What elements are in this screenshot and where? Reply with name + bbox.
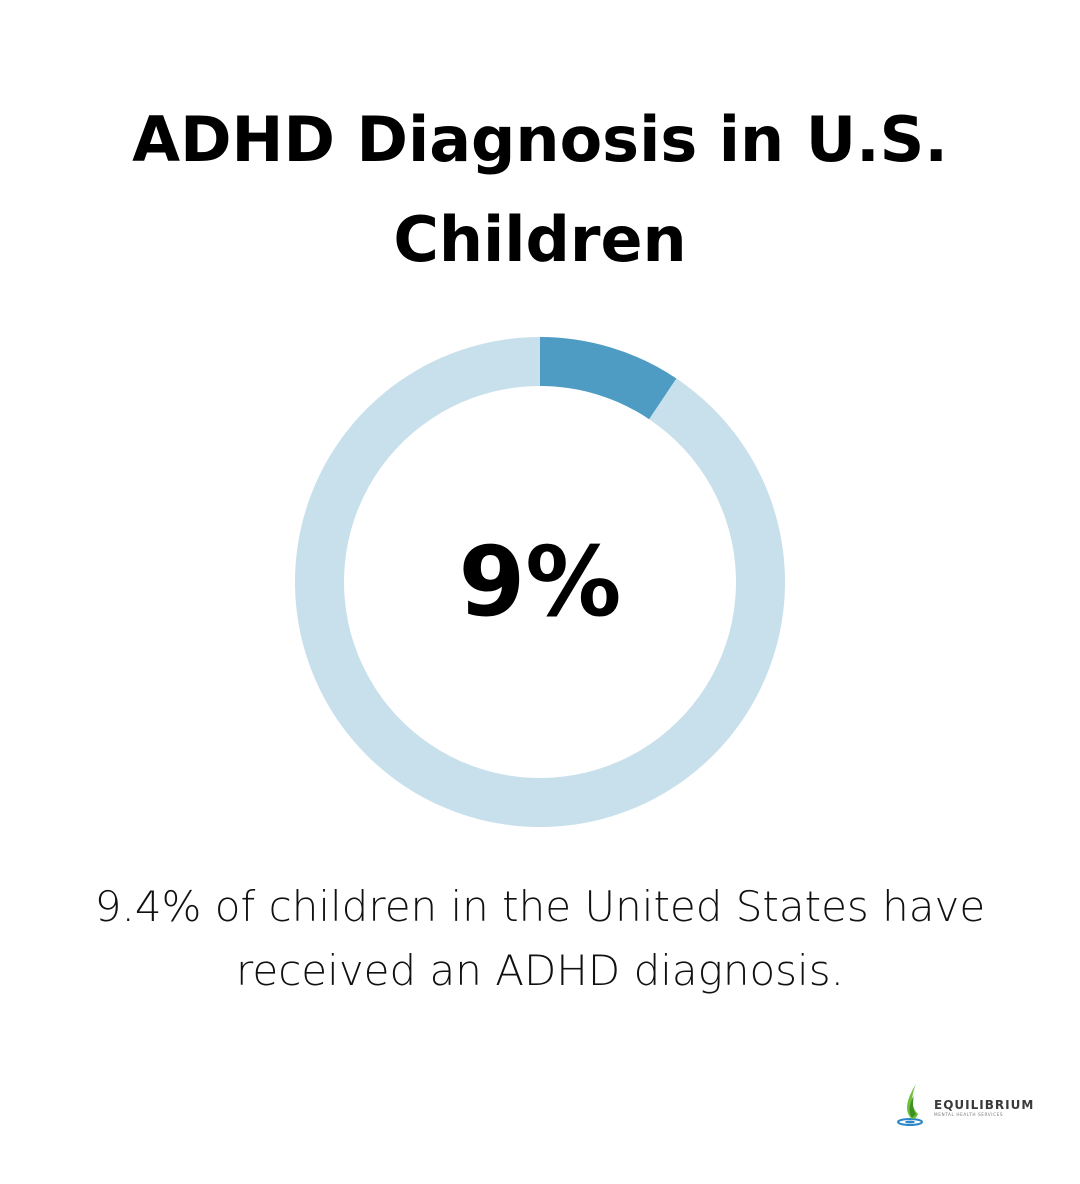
donut-slice-highlight — [540, 337, 677, 420]
equilibrium-logo: EQUILIBRIUM MENTAL HEALTH SERVICES — [896, 1080, 1036, 1130]
logo-brand: EQUILIBRIUM — [934, 1098, 1034, 1112]
page-title-line-1: ADHD Diagnosis in U.S. — [132, 103, 948, 176]
donut-chart-svg: 9% — [295, 337, 785, 827]
caption-line-1: 9.4% of children in the United States ha… — [94, 882, 986, 931]
page-title-line-2: Children — [393, 203, 687, 276]
caption-line-2: received an ADHD diagnosis. — [236, 946, 844, 995]
leaf-drop-icon: EQUILIBRIUM MENTAL HEALTH SERVICES — [897, 1084, 1034, 1126]
donut-chart: 9% — [295, 337, 785, 827]
logo-tagline: MENTAL HEALTH SERVICES — [934, 1112, 1003, 1117]
donut-center-label: 9% — [459, 526, 622, 638]
